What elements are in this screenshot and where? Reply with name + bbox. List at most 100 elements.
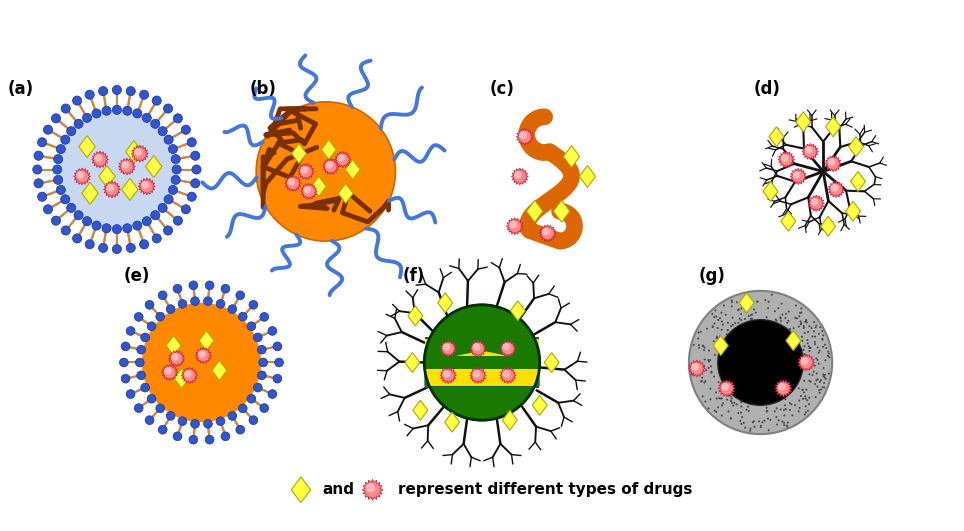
Circle shape xyxy=(520,132,526,138)
Text: (a): (a) xyxy=(8,80,34,98)
Circle shape xyxy=(745,311,747,313)
Circle shape xyxy=(716,327,718,329)
Circle shape xyxy=(122,161,128,168)
Circle shape xyxy=(133,109,142,118)
Circle shape xyxy=(740,401,742,403)
Circle shape xyxy=(820,389,822,391)
Circle shape xyxy=(805,320,807,322)
Circle shape xyxy=(203,297,212,305)
Circle shape xyxy=(740,319,742,321)
Bar xyxy=(424,356,540,369)
Circle shape xyxy=(238,312,247,321)
Circle shape xyxy=(731,301,733,303)
Text: (c): (c) xyxy=(490,80,515,98)
Polygon shape xyxy=(563,145,579,167)
Circle shape xyxy=(730,400,732,402)
Circle shape xyxy=(788,320,790,322)
Polygon shape xyxy=(739,293,754,313)
Circle shape xyxy=(818,350,820,352)
Circle shape xyxy=(152,96,161,105)
Circle shape xyxy=(782,421,784,423)
Circle shape xyxy=(473,371,479,377)
Circle shape xyxy=(443,371,449,377)
Circle shape xyxy=(737,322,739,324)
Circle shape xyxy=(802,349,804,351)
Circle shape xyxy=(816,357,817,359)
Circle shape xyxy=(718,397,720,399)
Circle shape xyxy=(53,165,62,174)
Circle shape xyxy=(135,149,142,155)
Circle shape xyxy=(701,376,703,379)
Polygon shape xyxy=(440,340,456,357)
Circle shape xyxy=(776,424,778,425)
Polygon shape xyxy=(440,367,456,383)
Circle shape xyxy=(717,381,720,383)
Polygon shape xyxy=(796,112,811,132)
Circle shape xyxy=(249,301,257,309)
Circle shape xyxy=(257,371,266,380)
Circle shape xyxy=(83,113,92,122)
Circle shape xyxy=(828,159,835,165)
Circle shape xyxy=(113,105,121,114)
Circle shape xyxy=(812,374,814,376)
Circle shape xyxy=(745,310,748,312)
Circle shape xyxy=(798,399,800,401)
Polygon shape xyxy=(73,168,91,185)
Circle shape xyxy=(799,312,801,314)
Circle shape xyxy=(216,299,225,308)
Circle shape xyxy=(473,344,479,350)
Circle shape xyxy=(730,417,732,419)
Circle shape xyxy=(790,404,792,405)
Circle shape xyxy=(781,303,783,305)
Circle shape xyxy=(827,350,829,353)
Circle shape xyxy=(806,147,812,153)
Circle shape xyxy=(174,432,182,441)
Circle shape xyxy=(745,409,747,410)
Circle shape xyxy=(706,328,708,330)
Polygon shape xyxy=(174,369,189,388)
Circle shape xyxy=(120,358,128,367)
Circle shape xyxy=(731,299,733,302)
Circle shape xyxy=(697,338,699,339)
Circle shape xyxy=(713,322,715,324)
Circle shape xyxy=(814,341,816,343)
Circle shape xyxy=(181,125,191,134)
Circle shape xyxy=(785,408,787,410)
Polygon shape xyxy=(544,353,559,372)
Circle shape xyxy=(702,366,704,367)
Circle shape xyxy=(802,349,805,350)
Circle shape xyxy=(702,345,704,347)
Circle shape xyxy=(698,347,700,349)
Circle shape xyxy=(164,226,173,235)
Circle shape xyxy=(221,432,229,441)
Circle shape xyxy=(122,106,132,115)
Text: and: and xyxy=(323,482,355,498)
Polygon shape xyxy=(424,305,540,363)
Circle shape xyxy=(711,326,713,328)
Polygon shape xyxy=(291,477,310,503)
Circle shape xyxy=(338,155,344,161)
Circle shape xyxy=(817,386,818,388)
Circle shape xyxy=(802,398,804,400)
Circle shape xyxy=(766,410,768,412)
Circle shape xyxy=(77,172,84,178)
Circle shape xyxy=(247,322,255,331)
Circle shape xyxy=(150,119,160,129)
Circle shape xyxy=(757,301,759,303)
Circle shape xyxy=(814,336,817,338)
Circle shape xyxy=(828,373,830,374)
Circle shape xyxy=(121,374,130,383)
Bar xyxy=(425,367,539,388)
Circle shape xyxy=(83,217,92,226)
Circle shape xyxy=(720,398,722,399)
Circle shape xyxy=(705,380,707,382)
Polygon shape xyxy=(298,164,314,179)
Circle shape xyxy=(147,322,156,331)
Circle shape xyxy=(807,331,809,333)
Circle shape xyxy=(33,165,41,174)
Circle shape xyxy=(822,375,825,378)
Circle shape xyxy=(716,336,718,338)
Circle shape xyxy=(92,109,101,118)
Circle shape xyxy=(443,344,449,350)
Circle shape xyxy=(158,126,167,136)
